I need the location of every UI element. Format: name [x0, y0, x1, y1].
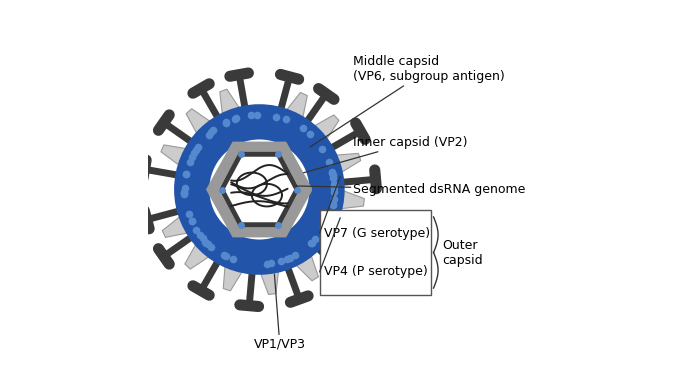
Text: Middle capsid
(VP6, subgroup antigen): Middle capsid (VP6, subgroup antigen) — [310, 55, 505, 147]
Text: Inner capsid (VP2): Inner capsid (VP2) — [304, 136, 468, 173]
Polygon shape — [319, 221, 351, 249]
Polygon shape — [283, 92, 308, 124]
Polygon shape — [185, 239, 215, 269]
Text: VP7 (G serotype): VP7 (G serotype) — [324, 227, 430, 240]
Polygon shape — [258, 265, 279, 294]
Polygon shape — [162, 213, 194, 237]
Polygon shape — [334, 188, 364, 209]
Text: VP1/VP3: VP1/VP3 — [254, 274, 306, 350]
Ellipse shape — [187, 117, 332, 262]
Polygon shape — [186, 109, 215, 139]
Ellipse shape — [209, 139, 310, 240]
Polygon shape — [291, 249, 318, 281]
FancyBboxPatch shape — [320, 210, 431, 295]
Polygon shape — [161, 145, 192, 169]
Polygon shape — [330, 153, 361, 176]
Ellipse shape — [178, 109, 341, 270]
Polygon shape — [221, 154, 297, 225]
Text: Segmented dsRNA genome: Segmented dsRNA genome — [297, 183, 526, 196]
Polygon shape — [220, 89, 243, 121]
Polygon shape — [213, 147, 306, 232]
Text: VP4 (P serotype): VP4 (P serotype) — [324, 265, 428, 279]
Polygon shape — [223, 260, 246, 291]
Polygon shape — [309, 115, 339, 145]
Text: Outer
capsid: Outer capsid — [442, 238, 483, 266]
